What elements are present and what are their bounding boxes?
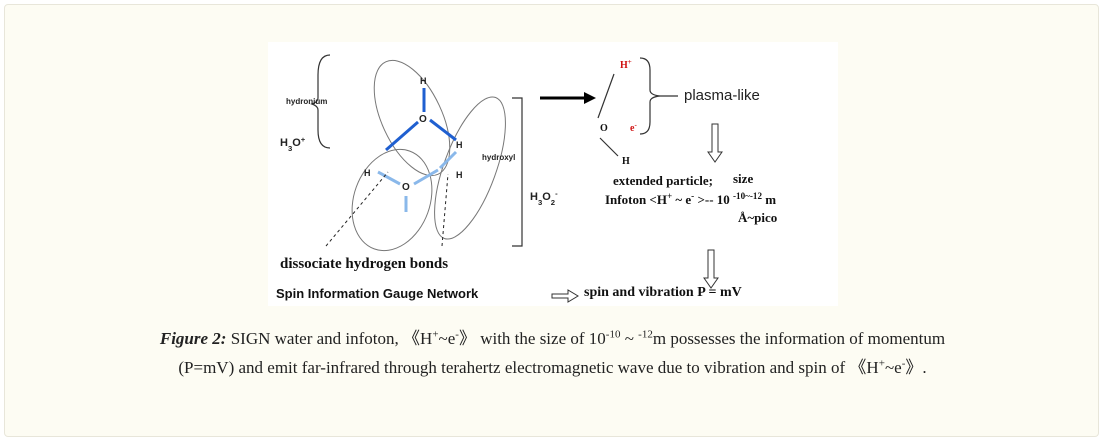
clouds (351, 59, 506, 252)
diagram-label: hydroxyl (482, 153, 515, 162)
superscript: - (634, 121, 637, 129)
diagram-label: H3O+ (280, 135, 306, 153)
subscript: 2 (551, 198, 555, 207)
superscript: + (432, 328, 439, 341)
diagram-label: e- (630, 121, 637, 134)
label-text: e (630, 123, 635, 134)
diagram-label: H (456, 140, 463, 150)
arrows (540, 92, 723, 303)
superscript: + (628, 58, 632, 66)
label-text: plasma-like (684, 87, 760, 104)
caption-segment: ~e (438, 329, 456, 348)
diagram-label: O (402, 182, 410, 193)
label-text: O (402, 182, 410, 193)
label-text: Å~pico (738, 210, 777, 225)
caption-segment: SIGN water and infoton, 《H (226, 329, 433, 348)
label-text: H (420, 76, 427, 86)
superscript: + (878, 357, 885, 370)
superscript: -10~-12 (733, 191, 762, 201)
label-text: Infoton <H (605, 192, 667, 207)
label-text: H (364, 168, 371, 178)
label-text: H (620, 60, 628, 71)
superscript: - (555, 189, 558, 198)
superscript: -10 (605, 328, 621, 341)
label-text: extended particle; (613, 173, 713, 188)
brackets (310, 54, 678, 247)
caption-text: SIGN water and infoton, 《H+~e-》 with the… (178, 329, 945, 377)
caption-segment: m possesses the information of momentum … (178, 329, 946, 377)
diagram-label: H (622, 156, 630, 167)
diagram-label: dissociate hydrogen bonds (280, 256, 448, 272)
bonds (377, 88, 458, 212)
diagram-label: size (733, 171, 753, 186)
label-text: ~ e (672, 192, 691, 207)
label-text: m (762, 192, 776, 207)
subscript: 3 (288, 144, 292, 153)
label-text: O (292, 137, 301, 149)
superscript: - (691, 191, 694, 201)
caption-label: Figure 2: (159, 329, 227, 348)
diagram-label: H (420, 76, 427, 86)
label-text: size (733, 171, 753, 186)
label-text: O (419, 114, 427, 125)
diagram-label: plasma-like (684, 87, 760, 104)
superscript: + (301, 135, 306, 144)
diagram-label: Infoton <H+ ~ e- >-- 10 -10~-12 m (605, 191, 776, 207)
label-text: O (542, 191, 551, 203)
label-text: spin and vibration P = mV (584, 285, 742, 300)
label-text: H (280, 137, 288, 149)
diagram-label: extended particle; (613, 173, 713, 188)
label-text: hydronium (286, 97, 327, 106)
caption-segment: ~ (620, 329, 639, 348)
label-text: H (622, 156, 630, 167)
diagram-label: H (364, 168, 371, 178)
diagram-label: O (600, 123, 608, 134)
label-text: H (456, 140, 463, 150)
diagram-label: hydronium (286, 97, 327, 106)
label-text: Spin Information Gauge Network (276, 286, 479, 301)
label-text: O (600, 123, 608, 134)
diagram-label: H3O2- (530, 189, 558, 207)
superscript: - (455, 328, 459, 341)
caption-segment: 》. (905, 358, 927, 377)
label-text: dissociate hydrogen bonds (280, 256, 448, 272)
diagram-label: H+ (620, 58, 632, 71)
figure-caption: Figure 2: SIGN water and infoton, 《H+~e-… (150, 324, 955, 382)
label-text: H (456, 170, 463, 180)
diagram-label: O (419, 114, 427, 125)
caption-segment: 》 with the size of 10 (458, 329, 606, 348)
label-text: H (530, 191, 538, 203)
subscript: 3 (538, 198, 542, 207)
diagram-label: spin and vibration P = mV (584, 285, 742, 300)
superscript: -12 (638, 328, 653, 341)
diagram-label: H (456, 170, 463, 180)
diagram-label: Spin Information Gauge Network (276, 286, 479, 301)
label-text: hydroxyl (482, 153, 515, 162)
superscript: + (667, 191, 672, 201)
caption-segment: ~e (884, 358, 902, 377)
superscript: - (901, 357, 906, 370)
dashed-arrows (325, 171, 449, 247)
diagram-label: Å~pico (738, 210, 777, 225)
label-text: >-- 10 (694, 192, 733, 207)
